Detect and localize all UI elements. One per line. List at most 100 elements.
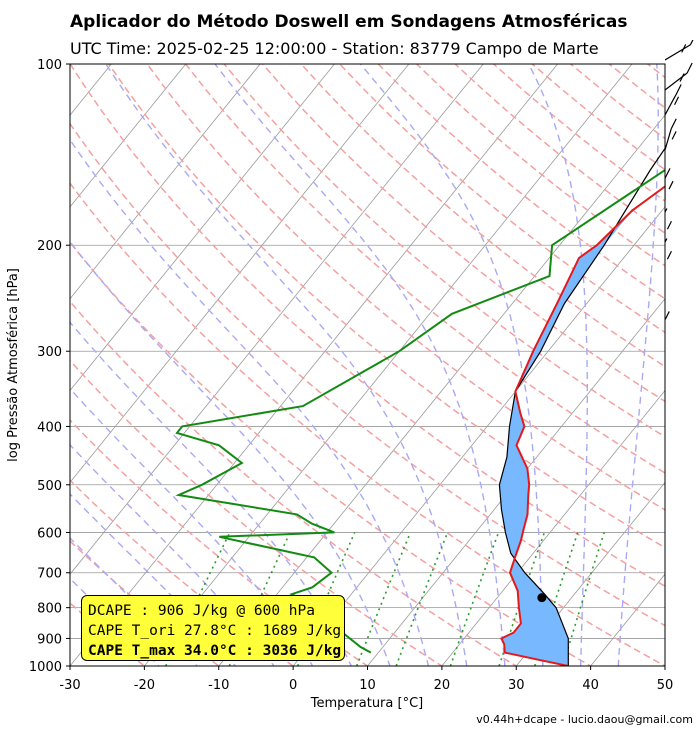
dry-adiabat-line: [223, 64, 665, 438]
wind-barb-flag: [644, 367, 649, 377]
y-tick-label: 600: [37, 526, 62, 541]
x-tick-label: -30: [59, 678, 80, 693]
y-tick-label: 1000: [29, 660, 62, 675]
dry-adiabat-line: [70, 122, 665, 627]
wind-barb-flag: [653, 472, 657, 480]
dry-adiabat-line: [70, 64, 665, 588]
version-footer: v0.44h+dcape - lucio.daou@gmail.com: [476, 713, 693, 726]
wind-barb-shaft: [665, 394, 666, 395]
x-tick-label: 0: [289, 678, 297, 693]
wind-barb-shaft: [665, 640, 666, 641]
wind-barb-flag: [675, 84, 682, 95]
wind-barb-flag: [653, 452, 657, 460]
x-tick-label: 10: [359, 678, 376, 693]
wind-barb-flag: [651, 633, 655, 641]
plot-frame: [69, 63, 666, 667]
wind-barb-flag: [665, 208, 668, 214]
wind-barb-flag: [657, 414, 661, 422]
moist-adiabat-line: [70, 577, 160, 666]
mixing-ratio-line: [395, 532, 449, 666]
lcl-point: [537, 593, 547, 603]
mixing-ratio-line: [449, 532, 500, 666]
sounding-profiles: [175, 147, 665, 666]
wind-barb-flag: [665, 238, 668, 244]
wind-barb-flag: [670, 118, 677, 129]
chart-subtitle: UTC Time: 2025-02-25 12:00:00 - Station:…: [70, 39, 599, 58]
wind-barb-flag: [630, 529, 635, 539]
x-tick-label: 20: [434, 678, 451, 693]
wind-barb-flag: [674, 96, 680, 105]
isotherm-line: [292, 206, 665, 666]
wind-barb-flag: [668, 180, 674, 190]
x-tick-label: 30: [508, 678, 525, 693]
dry-adiabat-line: [415, 64, 665, 267]
isotherm-line: [366, 298, 665, 666]
y-tick-label: 700: [37, 567, 62, 582]
isotherm-line: [70, 64, 336, 392]
instability-info-box: DCAPE : 906 J/kg @ 600 hPa CAPE T_ori 27…: [81, 595, 345, 661]
dry-adiabat-line: [70, 540, 221, 666]
moist-adiabat-line: [214, 64, 506, 666]
y-tick-label: 500: [37, 479, 62, 494]
dry-adiabat-line: [300, 64, 665, 368]
dry-adiabat-line: [70, 602, 146, 666]
wind-barb-flag: [651, 565, 655, 573]
wind-barb-shaft: [665, 429, 666, 430]
y-tick-label: 800: [37, 602, 62, 617]
wind-barb-flag: [652, 534, 656, 542]
isotherm-line: [218, 114, 665, 666]
wind-barb-shaft: [665, 44, 691, 61]
wind-barb-flag: [679, 73, 685, 82]
wind-barb-flag: [686, 62, 693, 74]
wind-barb-flag: [651, 602, 655, 610]
x-axis-label: Temperatura [°C]: [310, 696, 423, 711]
moist-adiabat-line: [527, 64, 588, 666]
wind-barb-flag: [629, 600, 634, 610]
isotherm-line: [515, 481, 665, 666]
wind-barb-flag: [666, 250, 672, 260]
x-tick-label: 50: [657, 678, 674, 693]
cape-max-line: CAPE T_max 34.0°C : 3036 J/kg: [88, 643, 342, 659]
y-tick-label: 300: [37, 345, 62, 360]
moist-adiabat-line: [70, 537, 198, 666]
wind-barb-shaft: [665, 72, 688, 91]
dry-adiabat-line: [70, 359, 444, 666]
x-tick-label: -20: [134, 678, 155, 693]
wind-barb-flag: [665, 311, 670, 320]
wind-barb-shaft: [665, 484, 666, 485]
moist-adiabat-line: [70, 493, 237, 666]
moist-adiabat-line: [70, 240, 391, 666]
x-tick-label: -10: [208, 678, 229, 693]
cape-original-line: CAPE T_ori 27.8°C : 1689 J/kg: [88, 623, 342, 639]
wind-barb-shaft: [665, 328, 666, 330]
y-tick-label: 100: [37, 58, 62, 73]
dry-adiabat-line: [107, 64, 665, 549]
parcel-profile-line: [498, 147, 665, 666]
wind-barb-flag: [629, 632, 634, 642]
wind-barb-flag: [689, 40, 694, 45]
chart-title: Aplicador do Método Doswell em Sondagens…: [70, 12, 628, 32]
dry-adiabat-line: [608, 64, 665, 109]
wind-barb-shaft: [665, 464, 666, 465]
wind-barb-flag: [659, 378, 663, 386]
temperature-profile-line: [500, 185, 665, 666]
isotherm-line: [70, 64, 559, 666]
moist-adiabat-line: [617, 64, 659, 666]
dry-adiabat-line: [70, 300, 518, 666]
y-tick-label: 900: [37, 632, 62, 647]
y-tick-label: 400: [37, 420, 62, 435]
dry-adiabat-line: [70, 181, 665, 666]
wind-barb-shaft: [665, 94, 677, 116]
moist-adiabat-line: [359, 64, 544, 666]
dcape-line: DCAPE : 906 J/kg @ 600 hPa: [88, 603, 315, 619]
isotherm-line: [70, 64, 261, 300]
isotherm-line: [143, 64, 633, 666]
wind-barb-flag: [665, 168, 671, 179]
dewpoint-profile-line: [175, 168, 665, 654]
wind-barb-flag: [666, 220, 672, 230]
dry-adiabat-line: [146, 64, 665, 511]
moist-adiabat-line: [70, 138, 430, 666]
x-tick-label: 40: [582, 678, 599, 693]
wind-barb-flag: [681, 44, 687, 53]
